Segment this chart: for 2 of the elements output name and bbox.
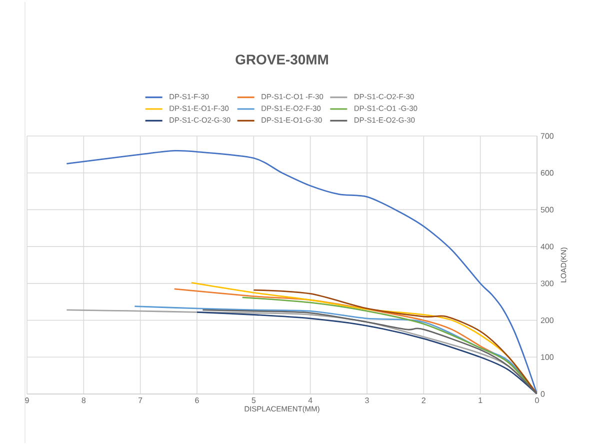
chart-title: GROVE-30MM: [236, 54, 328, 64]
line-series: [66, 150, 537, 394]
